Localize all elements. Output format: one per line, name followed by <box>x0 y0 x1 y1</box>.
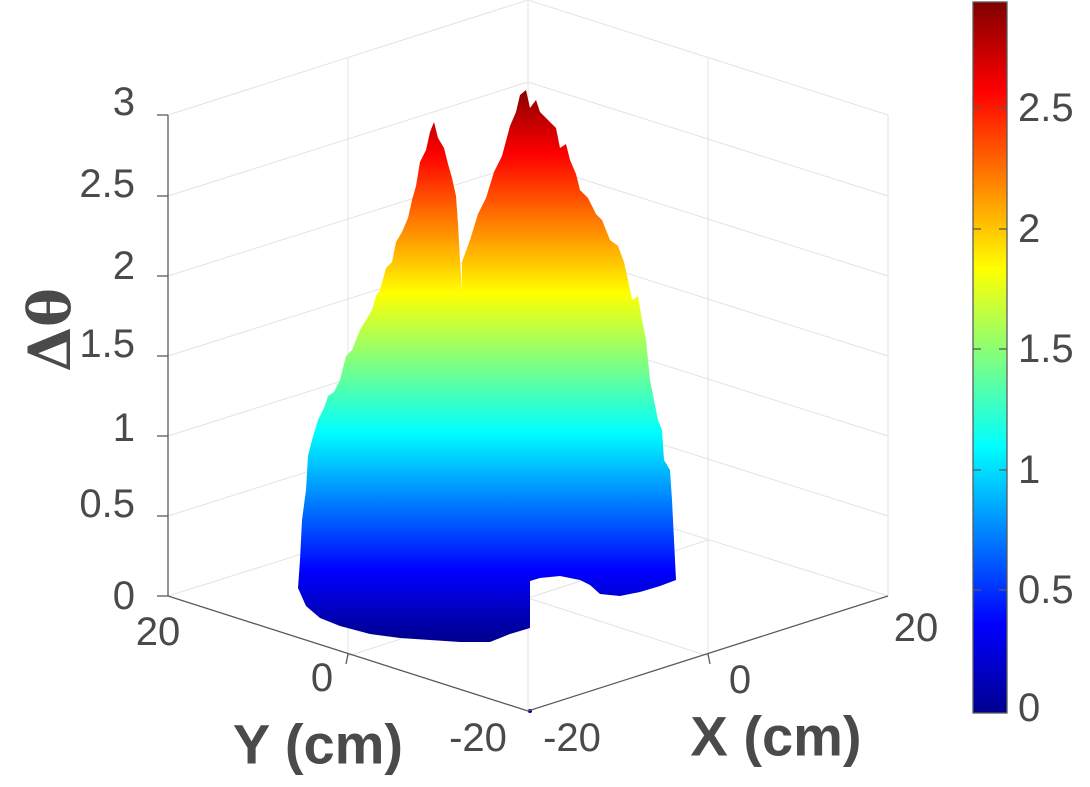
y-axis-label: Y (cm) <box>233 713 403 776</box>
colorbar-tick-2: 1 <box>1018 448 1040 492</box>
z-tick-0: 0 <box>113 574 135 618</box>
tick-marks <box>157 114 711 665</box>
colorbar: 0 0.5 1 1.5 2 2.5 <box>972 1 1074 730</box>
z-tick-2: 1 <box>113 406 135 450</box>
colorbar-tick-3: 1.5 <box>1018 327 1074 371</box>
y-tick-neg20: -20 <box>449 716 507 760</box>
x-tick-20: 20 <box>894 606 939 650</box>
colorbar-gradient <box>972 1 1008 714</box>
surface <box>298 90 676 713</box>
surface-peak-left <box>298 122 530 642</box>
z-tick-5: 2.5 <box>79 162 135 206</box>
z-tick-3: 1.5 <box>79 322 135 366</box>
y-tick-20: 20 <box>136 610 181 654</box>
z-tick-4: 2 <box>113 244 135 288</box>
colorbar-tick-0: 0 <box>1018 686 1040 730</box>
x-tick-neg20: -20 <box>543 716 601 760</box>
colorbar-tick-4: 2 <box>1018 207 1040 251</box>
x-tick-0: 0 <box>729 658 751 702</box>
colorbar-tick-5: 2.5 <box>1018 86 1074 130</box>
y-tick-0: 0 <box>311 656 333 700</box>
z-axis-label: Δθ <box>16 288 84 372</box>
colorbar-tick-1: 0.5 <box>1018 568 1074 612</box>
z-tick-1: 0.5 <box>79 482 135 526</box>
z-tick-6: 3 <box>113 80 135 124</box>
x-axis-label: X (cm) <box>690 705 861 768</box>
